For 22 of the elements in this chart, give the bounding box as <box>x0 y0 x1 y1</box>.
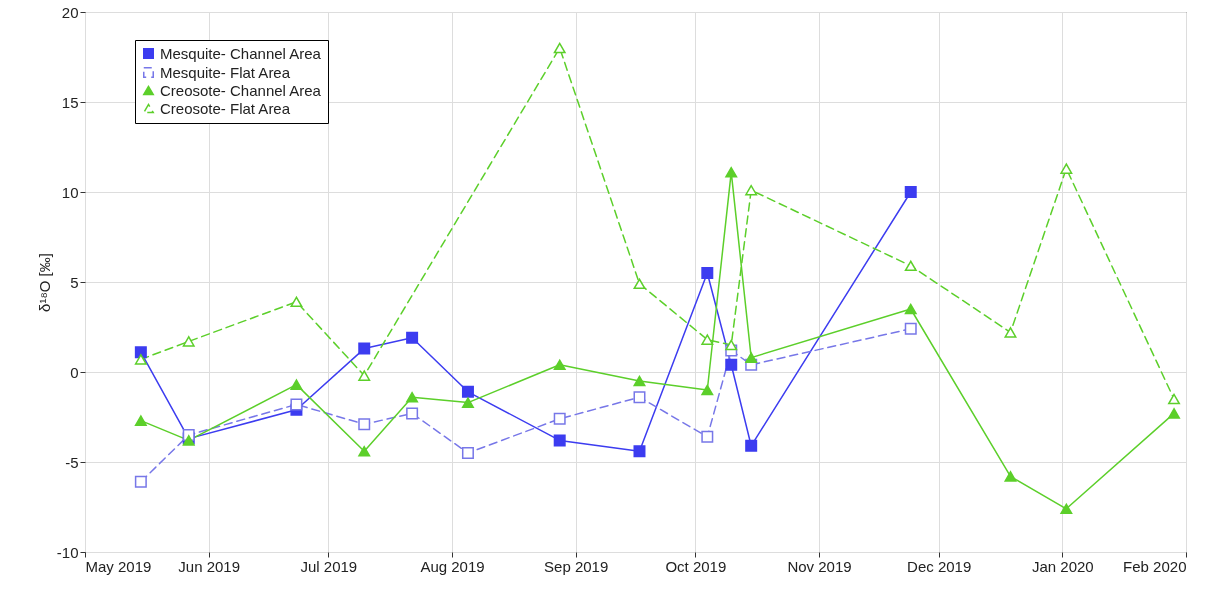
y-tick-label: -10 <box>56 543 79 561</box>
x-tick-label: Dec 2019 <box>907 557 972 575</box>
y-tick-label: 5 <box>70 273 79 291</box>
x-tick-label: May 2019 <box>85 557 152 575</box>
legend-label: Creosote- Flat Area <box>160 99 291 117</box>
y-tick-label: 0 <box>70 363 79 381</box>
y-tick-label: 20 <box>61 3 79 21</box>
x-tick-label: Aug 2019 <box>420 557 485 575</box>
x-tick-label: Sep 2019 <box>544 557 609 575</box>
x-tick-label: Jul 2019 <box>300 557 358 575</box>
legend-label: Mesquite- Channel Area <box>160 44 322 62</box>
legend-label: Creosote- Channel Area <box>160 81 322 99</box>
x-tick-label: Feb 2020 <box>1123 557 1187 575</box>
y-tick-label: 15 <box>61 93 79 111</box>
legend-label: Mesquite- Flat Area <box>160 63 291 81</box>
x-tick-label: Nov 2019 <box>787 557 852 575</box>
x-tick-label: Jan 2020 <box>1031 557 1094 575</box>
y-tick-label: 10 <box>61 183 79 201</box>
x-tick-label: Jun 2019 <box>178 557 241 575</box>
x-tick-label: Oct 2019 <box>665 557 727 575</box>
y-tick-label: -5 <box>65 453 79 471</box>
y-axis-title: δ¹⁸O [‰] <box>35 253 53 312</box>
